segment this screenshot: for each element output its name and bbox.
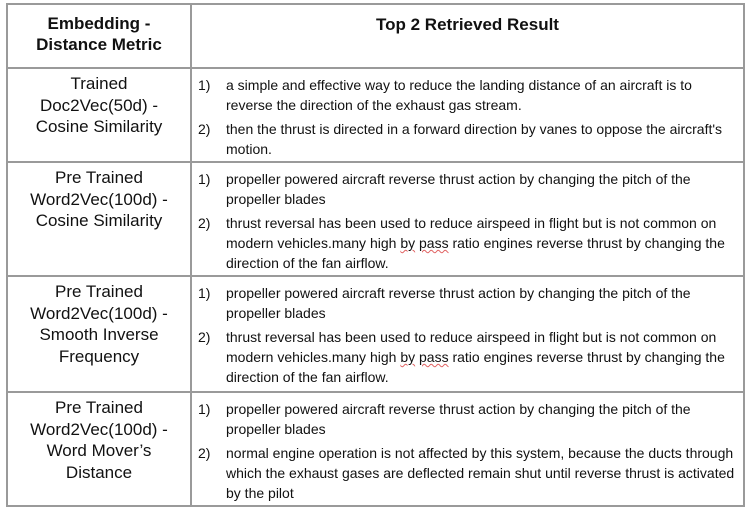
- table-row: Pre Trained Word2Vec(100d) - Cosine Simila…: [6, 161, 745, 277]
- result-number: 1): [198, 401, 211, 417]
- results-list: 1) a simple and effective way to reduce t…: [198, 75, 737, 159]
- result-item: 1) a simple and effective way to reduce t…: [198, 75, 737, 115]
- table-row: Trained Doc2Vec(50d) - Cosine Similarity 1)…: [6, 67, 745, 163]
- metric-line: Word2Vec(100d) -: [30, 419, 168, 439]
- result-text: thrust reversal has been used to reduce …: [226, 215, 725, 271]
- result-number: 2): [198, 329, 211, 345]
- result-text: normal engine operation is not affected …: [226, 445, 735, 501]
- result-text: a simple and effective way to reduce the…: [226, 77, 692, 113]
- header-results: Top 2 Retrieved Result: [190, 3, 745, 69]
- result-text: thrust reversal has been used to reduce …: [226, 329, 725, 385]
- metric-line: Trained: [70, 74, 128, 93]
- result-item: 2) thrust reversal has been used to reduc…: [198, 327, 737, 387]
- metric-cell: Pre Trained Word2Vec(100d) - Smooth Invers…: [6, 275, 192, 393]
- table-row: Pre Trained Word2Vec(100d) - Smooth Invers…: [6, 275, 745, 393]
- result-item: 2) then the thrust is directed in a forwa…: [198, 119, 737, 159]
- result-item: 2) thrust reversal has been used to reduc…: [198, 213, 737, 273]
- metric-line: Smooth Inverse: [39, 325, 159, 344]
- table-row: Pre Trained Word2Vec(100d) - Word Mover’s D…: [6, 391, 745, 507]
- table-body: Trained Doc2Vec(50d) - Cosine Similarity 1)…: [6, 67, 745, 507]
- result-number: 2): [198, 121, 211, 137]
- results-list: 1) propeller powered aircraft reverse thr…: [198, 169, 737, 273]
- result-number: 2): [198, 445, 211, 461]
- header-metric-line-1: Embedding -: [47, 14, 151, 33]
- metric-cell: Trained Doc2Vec(50d) - Cosine Similarity: [6, 67, 192, 163]
- result-text: propeller powered aircraft reverse thrus…: [226, 171, 691, 207]
- result-item: 1) propeller powered aircraft reverse thr…: [198, 283, 737, 323]
- metric-line: Distance: [65, 462, 133, 482]
- results-list: 1) propeller powered aircraft reverse thr…: [198, 283, 737, 387]
- metric-line: Pre Trained: [55, 398, 143, 417]
- result-number: 1): [198, 77, 211, 93]
- results-cell: 1) propeller powered aircraft reverse thr…: [190, 275, 745, 393]
- metric-line: Doc2Vec(50d) -: [39, 95, 159, 115]
- results-cell: 1) propeller powered aircraft reverse thr…: [190, 391, 745, 507]
- result-text: propeller powered aircraft reverse thrus…: [226, 401, 691, 437]
- result-text: propeller powered aircraft reverse thrus…: [226, 285, 691, 321]
- header-row: Embedding - Distance Metric Top 2 Retriev…: [6, 3, 745, 69]
- metric-line: Frequency: [58, 346, 140, 366]
- result-number: 1): [198, 285, 211, 301]
- header-metric-line-2: Distance Metric: [36, 35, 162, 54]
- results-cell: 1) a simple and effective way to reduce t…: [190, 67, 745, 163]
- result-text: then the thrust is directed in a forward…: [226, 121, 723, 157]
- result-item: 1) propeller powered aircraft reverse thr…: [198, 169, 737, 209]
- results-table: Embedding - Distance Metric Top 2 Retriev…: [6, 3, 745, 507]
- metric-cell: Pre Trained Word2Vec(100d) - Cosine Simila…: [6, 161, 192, 277]
- result-item: 1) propeller powered aircraft reverse thr…: [198, 399, 737, 439]
- header-metric: Embedding - Distance Metric: [6, 3, 192, 69]
- result-number: 1): [198, 171, 211, 187]
- metric-line: Word Mover’s: [46, 441, 152, 460]
- metric-line: Pre Trained: [55, 282, 143, 301]
- metric-line: Pre Trained: [55, 168, 143, 187]
- results-cell: 1) propeller powered aircraft reverse thr…: [190, 161, 745, 277]
- result-item: 2) normal engine operation is not affecte…: [198, 443, 737, 503]
- result-number: 2): [198, 215, 211, 231]
- metric-cell: Pre Trained Word2Vec(100d) - Word Mover’s D…: [6, 391, 192, 507]
- metric-line: Cosine Similarity: [35, 211, 163, 230]
- metric-line: Word2Vec(100d) -: [30, 303, 168, 323]
- results-list: 1) propeller powered aircraft reverse thr…: [198, 399, 737, 503]
- metric-line: Cosine Similarity: [35, 117, 163, 136]
- metric-line: Word2Vec(100d) -: [30, 189, 168, 209]
